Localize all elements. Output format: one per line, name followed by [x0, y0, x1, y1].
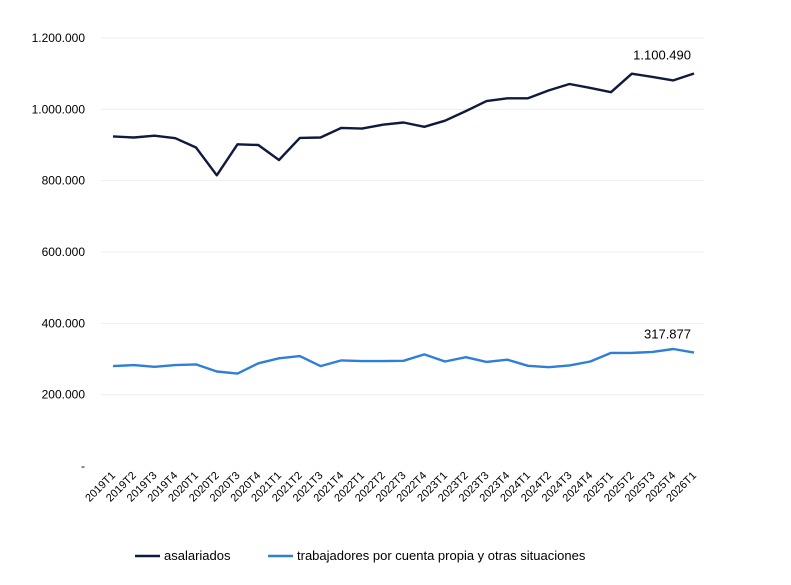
- legend: asalariados trabajadores por cuenta propi…: [135, 548, 586, 563]
- y-tick-label: 1.000.000: [32, 102, 86, 116]
- y-axis-ticks: - 200.000 400.000 600.000 800.000 1.000.000 1.…: [32, 31, 86, 473]
- y-tick-label: -: [81, 459, 85, 473]
- end-value-label: 1.100.490: [633, 47, 691, 62]
- end-value-label: 317.877: [644, 327, 691, 342]
- gridlines: [101, 37, 704, 396]
- y-tick-label: 600.000: [42, 245, 86, 259]
- end-labels: 1.100.490 317.877: [633, 47, 691, 341]
- legend-label: trabajadores por cuenta propia y otras s…: [297, 548, 586, 563]
- y-tick-label: 800.000: [42, 174, 86, 188]
- y-tick-label: 1.200.000: [32, 31, 86, 45]
- series-line-asalariados: [112, 72, 695, 177]
- y-tick-label: 400.000: [42, 316, 86, 330]
- series-lines: [112, 72, 695, 375]
- series-line-trabajadores-por-cuenta-propia-y-otras-situaciones: [112, 347, 695, 375]
- x-axis-ticks: 2019T12019T22019T32019T42020T12020T22020…: [83, 470, 699, 505]
- y-tick-label: 200.000: [42, 388, 86, 402]
- legend-label: asalariados: [164, 548, 231, 563]
